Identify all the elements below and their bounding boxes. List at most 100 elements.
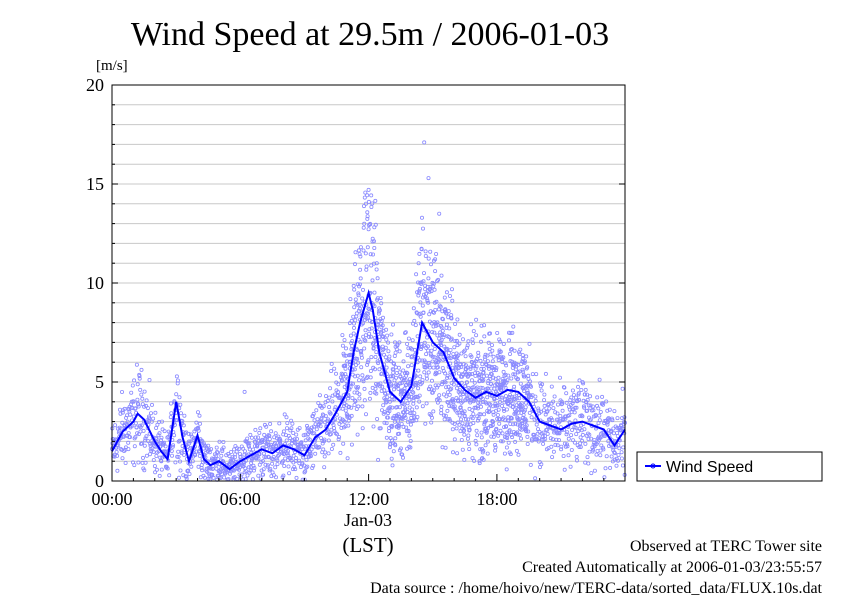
sample-point	[407, 377, 412, 382]
sample-point	[457, 413, 462, 418]
sample-point	[209, 447, 214, 452]
sample-point	[426, 256, 431, 261]
sample-point	[264, 424, 269, 429]
sample-point	[407, 405, 412, 410]
sample-point	[520, 353, 525, 358]
sample-point	[622, 415, 627, 420]
sample-point	[441, 335, 446, 340]
sample-point	[592, 444, 597, 449]
sample-point	[425, 344, 430, 349]
sample-point	[503, 418, 508, 423]
sample-point	[347, 415, 352, 420]
sample-point	[364, 264, 369, 269]
sample-point	[384, 399, 389, 404]
sample-point	[495, 330, 500, 335]
sample-point	[590, 449, 595, 454]
y-tick-label: 10	[86, 273, 104, 293]
sample-point	[449, 287, 454, 292]
sample-point	[463, 417, 468, 422]
sample-point	[483, 357, 488, 362]
sample-point	[564, 400, 569, 405]
sample-point	[368, 375, 373, 380]
sample-point	[154, 453, 159, 458]
sample-point	[566, 453, 571, 458]
sample-point	[486, 366, 491, 371]
sample-point	[358, 254, 363, 259]
sample-point	[478, 404, 483, 409]
sample-point	[512, 372, 517, 377]
sample-point	[125, 419, 130, 424]
sample-point	[445, 346, 450, 351]
sample-point	[376, 361, 381, 366]
sample-point	[433, 370, 438, 375]
sample-point	[285, 449, 290, 454]
sample-point	[549, 384, 554, 389]
sample-point	[514, 448, 519, 453]
sample-point	[143, 436, 148, 441]
sample-point	[445, 373, 450, 378]
sample-point	[470, 340, 475, 345]
sample-point	[383, 345, 388, 350]
sample-point	[437, 398, 442, 403]
sample-point	[153, 410, 158, 415]
sample-point	[608, 465, 613, 470]
sample-point	[501, 369, 506, 374]
sample-point	[571, 392, 576, 397]
sample-point	[497, 399, 502, 404]
sample-point	[467, 372, 472, 377]
sample-point	[367, 327, 372, 332]
sample-point	[534, 372, 539, 377]
sample-point	[340, 343, 345, 348]
sample-point	[461, 424, 466, 429]
sample-point	[504, 407, 509, 412]
x-tick-label: 00:00	[91, 489, 132, 509]
sample-point	[288, 456, 293, 461]
sample-point	[498, 428, 503, 433]
sample-point	[428, 249, 433, 254]
sample-point	[365, 216, 370, 221]
sample-point	[327, 405, 332, 410]
sample-point	[620, 386, 625, 391]
sample-point	[445, 408, 450, 413]
sample-point	[481, 457, 486, 462]
sample-point	[474, 317, 479, 322]
sample-point	[424, 401, 429, 406]
sample-point	[356, 248, 361, 253]
sample-point	[361, 204, 366, 209]
sample-point	[616, 443, 621, 448]
sample-point	[441, 413, 446, 418]
sample-point	[123, 427, 128, 432]
sample-point	[567, 413, 572, 418]
sample-point	[273, 465, 278, 470]
sample-point	[173, 460, 178, 465]
sample-point	[132, 444, 137, 449]
sample-point	[357, 302, 362, 307]
sample-point	[542, 392, 547, 397]
sample-point	[509, 346, 514, 351]
sample-point	[412, 347, 417, 352]
sample-point	[411, 306, 416, 311]
sample-point	[430, 330, 435, 335]
sample-point	[427, 363, 432, 368]
sample-point	[426, 348, 431, 353]
sample-point	[489, 343, 494, 348]
sample-point	[362, 346, 367, 351]
sample-point	[505, 378, 510, 383]
sample-point	[386, 340, 391, 345]
sample-point	[411, 401, 416, 406]
sample-point	[589, 436, 594, 441]
sample-point	[341, 351, 346, 356]
sample-point	[383, 355, 388, 360]
sample-point	[363, 412, 368, 417]
sample-point	[136, 404, 141, 409]
sample-point	[564, 391, 569, 396]
peak-sample-point	[366, 187, 371, 192]
sample-point	[580, 414, 585, 419]
sample-point	[367, 334, 372, 339]
sample-point	[253, 439, 258, 444]
sample-point	[377, 308, 382, 313]
sample-point	[360, 287, 365, 292]
sample-point	[585, 392, 590, 397]
sample-point	[373, 222, 378, 227]
sample-point	[600, 445, 605, 450]
